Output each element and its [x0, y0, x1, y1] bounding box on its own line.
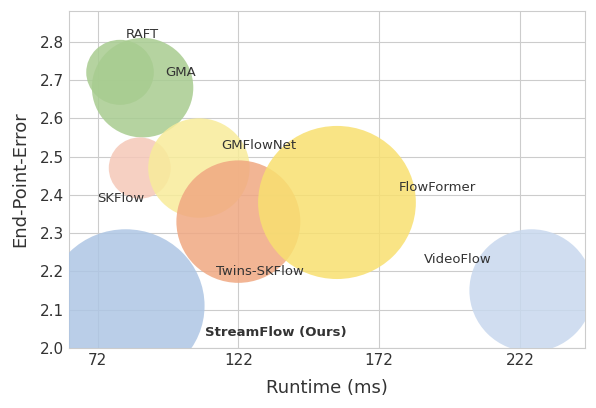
Text: RAFT: RAFT: [126, 28, 159, 40]
Text: Twins-SKFlow: Twins-SKFlow: [216, 265, 304, 278]
Ellipse shape: [470, 229, 594, 352]
Ellipse shape: [92, 38, 193, 137]
X-axis label: Runtime (ms): Runtime (ms): [266, 379, 388, 397]
Ellipse shape: [176, 160, 300, 283]
Ellipse shape: [47, 229, 204, 382]
Ellipse shape: [148, 118, 250, 218]
Text: GMA: GMA: [165, 66, 196, 79]
Ellipse shape: [258, 126, 416, 279]
Text: GMFlowNet: GMFlowNet: [222, 139, 297, 151]
Ellipse shape: [86, 40, 154, 105]
Text: StreamFlow (Ours): StreamFlow (Ours): [204, 326, 346, 339]
Text: FlowFormer: FlowFormer: [399, 181, 476, 194]
Ellipse shape: [109, 137, 171, 199]
Text: SKFlow: SKFlow: [98, 192, 145, 205]
Y-axis label: End-Point-Error: End-Point-Error: [11, 112, 29, 247]
Text: VideoFlow: VideoFlow: [424, 253, 492, 266]
